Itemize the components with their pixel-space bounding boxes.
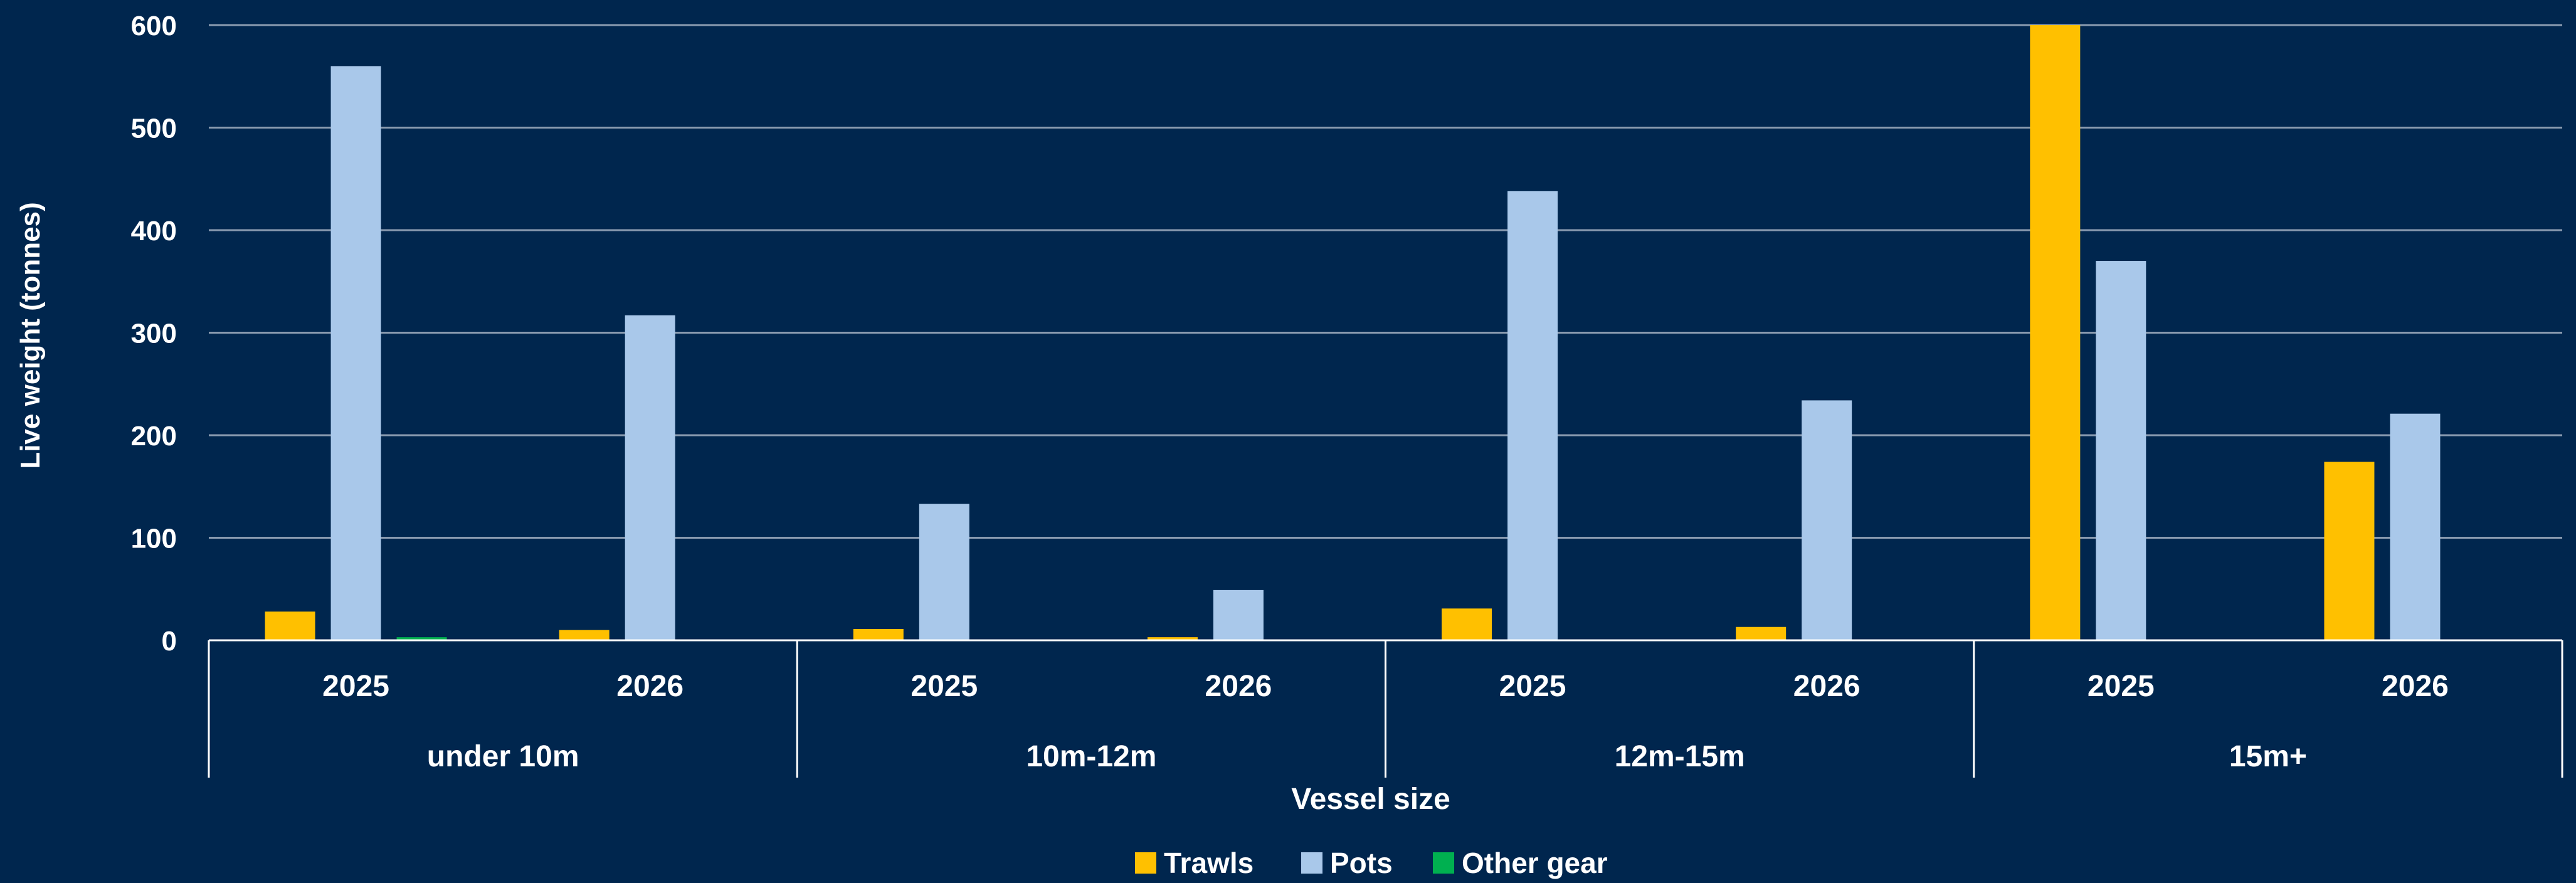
group-label: under 10m bbox=[427, 740, 579, 773]
y-tick-label: 100 bbox=[131, 524, 177, 554]
x-tick-label: 2025 bbox=[2088, 670, 2155, 703]
legend-label: Other gear bbox=[1462, 847, 1608, 879]
y-axis-title: Live weight (tonnes) bbox=[15, 202, 46, 468]
bar-pots bbox=[1802, 400, 1852, 640]
y-tick-label: 400 bbox=[131, 216, 177, 246]
x-tick-label: 2025 bbox=[322, 670, 389, 703]
y-tick-label: 300 bbox=[131, 319, 177, 349]
legend: Trawls Pots Other gear bbox=[1135, 847, 1608, 879]
x-tick-label: 2025 bbox=[911, 670, 978, 703]
bar-trawls bbox=[1147, 637, 1198, 640]
bar-trawls bbox=[853, 629, 904, 640]
group-label: 15m+ bbox=[2229, 740, 2307, 773]
bar-pots bbox=[1213, 590, 1264, 640]
y-tick-label: 500 bbox=[131, 114, 177, 144]
x-tick-label: 2026 bbox=[2382, 670, 2449, 703]
bar-pots bbox=[330, 66, 381, 640]
bar-trawls bbox=[2324, 462, 2375, 640]
legend-label: Trawls bbox=[1164, 847, 1254, 879]
group-label: 12m-15m bbox=[1615, 740, 1745, 773]
bar-other-gear bbox=[396, 637, 447, 640]
bar-trawls bbox=[1736, 627, 1787, 640]
bar-trawls bbox=[1442, 608, 1492, 640]
y-tick-label: 200 bbox=[131, 421, 177, 452]
y-tick-label: 0 bbox=[162, 626, 177, 657]
bar-pots bbox=[919, 504, 969, 640]
y-axis-tick-labels: 0 100 200 300 400 500 600 bbox=[131, 11, 177, 657]
bar-pots bbox=[2390, 413, 2441, 640]
bar-trawls bbox=[2030, 25, 2081, 640]
group-label: 10m-12m bbox=[1026, 740, 1156, 773]
x-axis: 2025 2026 2025 2026 2025 2026 2025 2026 under 10… bbox=[208, 639, 2563, 778]
x-axis-title: Vessel size bbox=[1291, 783, 1450, 816]
bar-pots bbox=[625, 315, 675, 641]
bars bbox=[265, 25, 2441, 641]
legend-swatch-trawls bbox=[1135, 852, 1156, 874]
bar-trawls bbox=[559, 630, 610, 640]
x-tick-label: 2025 bbox=[1499, 670, 1566, 703]
bar-pots bbox=[2096, 261, 2146, 640]
gridlines bbox=[209, 24, 2562, 539]
legend-swatch-pots bbox=[1301, 852, 1322, 874]
y-tick-label: 600 bbox=[131, 11, 177, 41]
x-tick-label: 2026 bbox=[1205, 670, 1272, 703]
bar-pots bbox=[1507, 191, 1558, 640]
x-tick-label: 2026 bbox=[616, 670, 684, 703]
legend-swatch-other-gear bbox=[1433, 852, 1454, 874]
legend-label: Pots bbox=[1330, 847, 1393, 879]
x-tick-label: 2026 bbox=[1793, 670, 1861, 703]
bar-trawls bbox=[265, 611, 315, 640]
